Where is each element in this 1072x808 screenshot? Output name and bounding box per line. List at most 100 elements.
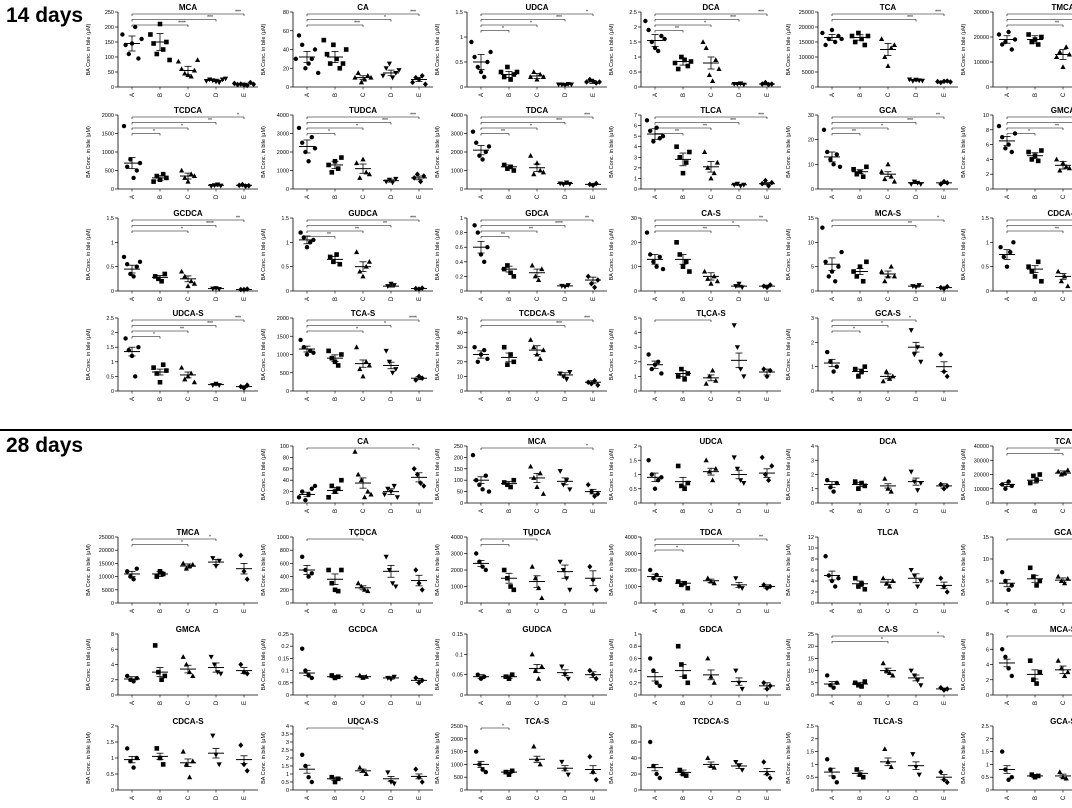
data-point	[823, 554, 828, 559]
data-point	[1000, 570, 1005, 575]
x-tick-label: D	[563, 608, 569, 613]
data-point	[213, 564, 219, 569]
data-point	[354, 160, 360, 166]
x-tick-label: B	[158, 609, 164, 613]
data-point	[941, 687, 947, 693]
data-point	[418, 178, 424, 185]
data-point	[296, 33, 302, 38]
data-point	[1035, 42, 1041, 47]
x-tick-label: E	[591, 297, 597, 301]
y-tick-label: 3000	[451, 552, 463, 558]
y-tick-label: 0	[111, 85, 114, 91]
data-point	[682, 57, 687, 63]
x-tick-label: E	[417, 195, 423, 199]
data-point	[540, 491, 546, 496]
data-point	[825, 478, 830, 483]
y-tick-label: 0.2	[455, 274, 463, 280]
x-tick-label: A	[130, 609, 136, 613]
significance-label: *	[356, 535, 358, 541]
x-tick-label: E	[417, 297, 423, 301]
data-point	[675, 643, 681, 649]
y-tick-label: 1500	[102, 132, 114, 138]
data-point	[852, 680, 858, 686]
y-tick-label: 0	[460, 85, 463, 91]
y-axis-label: BA Conc. in bile (μM)	[961, 448, 967, 500]
data-point	[567, 370, 573, 375]
y-tick-label: 0.5	[981, 265, 989, 271]
y-tick-label: 2	[811, 590, 814, 596]
x-tick-label: A	[479, 397, 485, 401]
data-point	[1035, 158, 1041, 164]
data-point	[1055, 268, 1061, 274]
data-point	[657, 775, 662, 781]
x-tick-label: E	[942, 796, 948, 800]
data-point	[306, 574, 311, 579]
chart-panel-tmca: TMCA 0 5000 10000 15000 20000 25000 BA Conc. in…	[86, 528, 258, 613]
data-point	[357, 366, 363, 372]
x-tick-label: A	[1005, 297, 1011, 301]
data-point	[831, 489, 836, 494]
data-point	[300, 140, 305, 145]
x-tick-label: D	[214, 92, 220, 97]
x-tick-label: C	[361, 508, 367, 513]
chart-title: TCA-S	[525, 717, 550, 726]
data-point	[536, 675, 542, 681]
data-point	[823, 259, 828, 264]
x-tick-label: D	[737, 508, 743, 513]
significance-label: ***	[907, 118, 913, 124]
chart-panel-gdca: GDCA 0 0.2 0.4 0.6 0.8 1 BA Conc. in bile (μM) A…	[609, 625, 781, 705]
y-tick-label: 0	[634, 85, 637, 91]
y-axis-label: BA Conc. in bile (μM)	[786, 544, 792, 596]
data-point	[651, 259, 656, 264]
data-point	[856, 682, 861, 688]
data-point	[888, 263, 894, 269]
y-tick-label: 0	[111, 788, 114, 794]
data-point	[366, 362, 372, 368]
data-point	[537, 761, 543, 767]
y-tick-label: 30000	[974, 10, 989, 16]
y-tick-label: 1.5	[106, 345, 114, 351]
data-point	[179, 167, 185, 173]
x-tick-label: C	[709, 396, 715, 401]
data-point	[334, 252, 339, 257]
y-tick-label: 4000	[451, 113, 463, 119]
data-point	[154, 51, 160, 57]
x-tick-label: C	[361, 795, 367, 800]
data-point	[891, 273, 897, 279]
data-point	[133, 24, 138, 30]
y-tick-label: 2.5	[281, 748, 289, 754]
x-tick-label: B	[507, 195, 513, 199]
significance-label: **	[529, 535, 533, 541]
x-tick-label: D	[914, 700, 920, 705]
data-point	[244, 576, 250, 583]
data-point	[891, 178, 897, 184]
y-tick-label: 10	[808, 546, 814, 552]
significance-label: *	[181, 540, 183, 546]
data-point	[1006, 666, 1011, 671]
significance-label: ****	[178, 21, 186, 27]
y-axis-label: BA Conc. in bile (μM)	[86, 544, 92, 596]
significance-label: ***	[354, 21, 360, 27]
y-tick-label: 60	[631, 740, 637, 746]
data-point	[531, 344, 537, 350]
y-tick-label: 60	[283, 29, 289, 35]
data-point	[125, 164, 130, 169]
data-point	[332, 779, 338, 785]
data-point	[938, 575, 944, 582]
data-point	[703, 45, 709, 50]
significance-label: ***	[556, 118, 562, 124]
data-point	[738, 478, 744, 483]
data-point	[159, 677, 164, 683]
significance-label: **	[675, 129, 679, 135]
data-point	[585, 481, 591, 488]
x-tick-label: D	[914, 608, 920, 613]
x-tick-label: E	[942, 609, 948, 613]
x-tick-label: D	[389, 92, 395, 97]
data-point	[528, 74, 534, 79]
data-point	[309, 135, 314, 140]
x-tick-label: E	[765, 297, 771, 301]
data-point	[188, 370, 194, 376]
data-point	[595, 491, 601, 497]
x-tick-label: C	[709, 795, 715, 800]
